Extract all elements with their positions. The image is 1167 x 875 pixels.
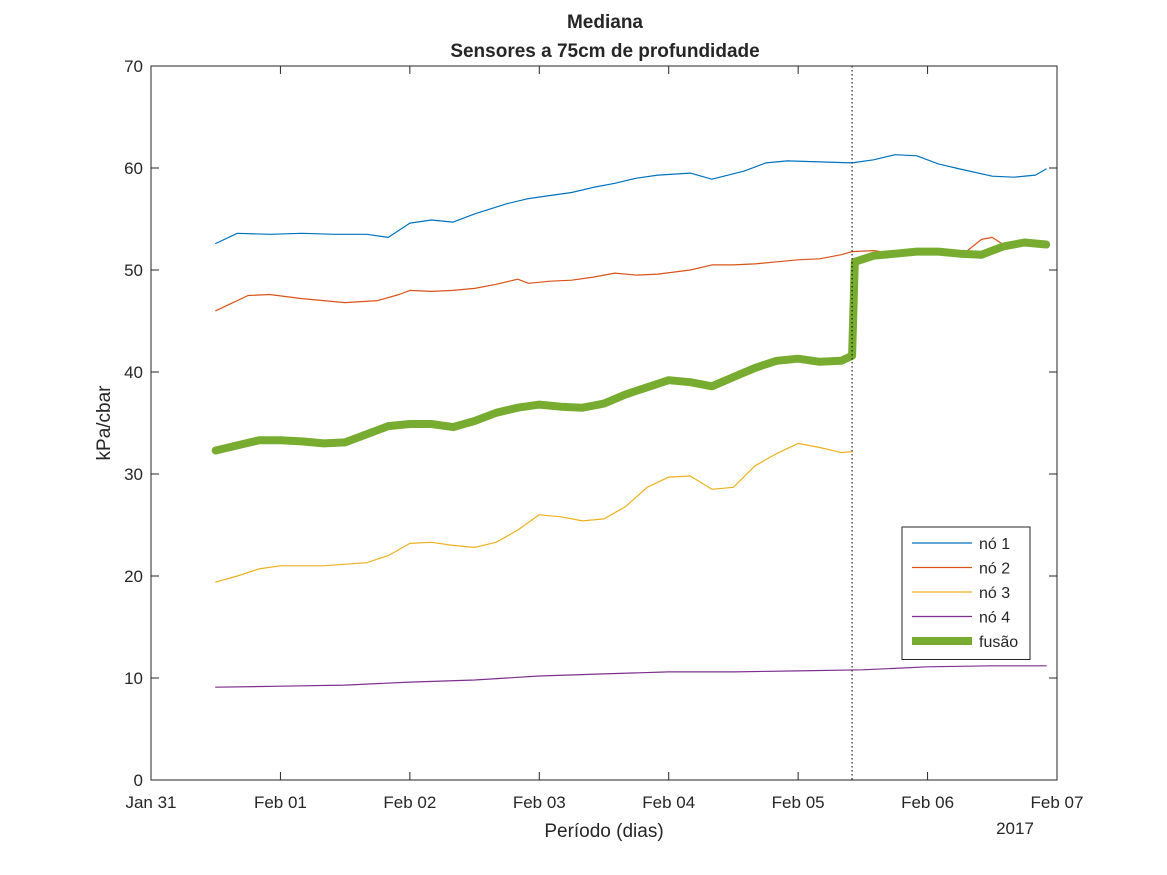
y-axis-label: kPa/cbar <box>94 385 115 461</box>
legend-label: nó 3 <box>979 585 1010 602</box>
legend-label: nó 1 <box>979 536 1010 553</box>
x-axis-year-label: 2017 <box>996 819 1034 838</box>
y-tick-label: 40 <box>124 363 143 382</box>
series-line-4 <box>215 665 1047 688</box>
legend-label: nó 2 <box>979 561 1010 578</box>
chart-title: Mediana <box>567 12 643 33</box>
legend-label: nó 4 <box>979 610 1010 627</box>
x-axis-label: Período (dias) <box>544 821 663 842</box>
x-tick-label: Feb 02 <box>383 793 436 812</box>
x-tick-label: Feb 03 <box>513 793 566 812</box>
x-tick-label: Feb 04 <box>642 793 695 812</box>
series-line-1 <box>215 154 1047 245</box>
y-tick-label: 50 <box>124 261 143 280</box>
y-tick-label: 10 <box>124 669 143 688</box>
legend: nó 1 nó 2 nó 3 nó 4 fusão <box>901 526 1031 660</box>
axes-box <box>150 65 1058 781</box>
x-tick-label: Feb 07 <box>1031 793 1084 812</box>
x-tick-label: Feb 05 <box>772 793 825 812</box>
x-tick-label: Feb 01 <box>254 793 307 812</box>
plot-area: 0 10 20 30 40 50 60 70 Jan 31 Feb 01 Feb 02 Feb 03 F… <box>124 57 1083 812</box>
y-tick-label: 0 <box>134 771 143 790</box>
chart-subtitle: Sensores a 75cm de profundidade <box>450 41 759 62</box>
y-tick-label: 60 <box>124 159 143 178</box>
legend-label: fusão <box>979 634 1018 651</box>
y-tick-label: 30 <box>124 465 143 484</box>
series-line-3 <box>215 442 853 583</box>
y-tick-label: 70 <box>124 57 143 76</box>
y-tick-label: 20 <box>124 567 143 586</box>
series-line-5 <box>211 238 1051 455</box>
x-tick-label: Feb 06 <box>901 793 954 812</box>
x-tick-label: Jan 31 <box>125 793 176 812</box>
